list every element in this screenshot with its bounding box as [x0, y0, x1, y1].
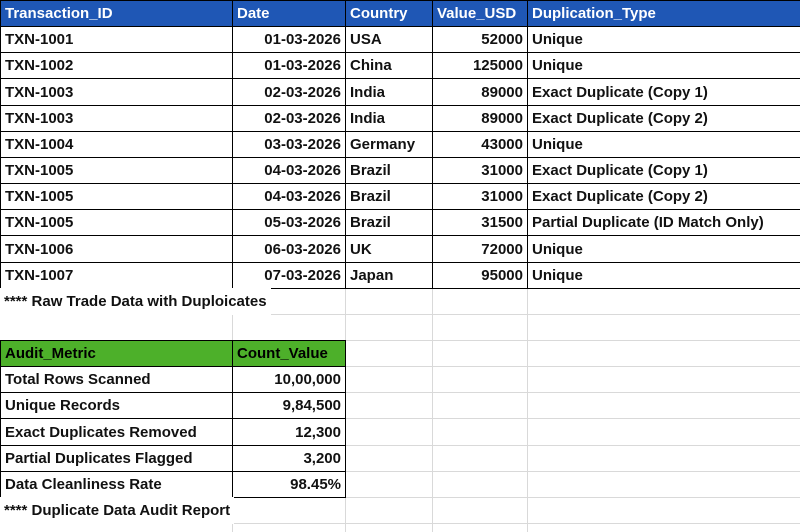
- table-cell: Germany: [345, 131, 433, 158]
- table-cell: 01-03-2026: [232, 26, 346, 53]
- table-cell: 07-03-2026: [232, 262, 346, 289]
- grid-line: [0, 314, 800, 315]
- header-cell: Duplication_Type: [527, 0, 800, 27]
- table-cell: 31000: [432, 157, 528, 184]
- table-cell: Exact Duplicates Removed: [0, 418, 233, 446]
- table-cell: Unique: [527, 131, 800, 158]
- table-cell: 12,300: [232, 418, 346, 446]
- table-cell: TXN-1006: [0, 235, 233, 263]
- table-cell: 02-03-2026: [232, 105, 346, 132]
- table-cell: 3,200: [232, 445, 346, 472]
- table-cell: 89000: [432, 105, 528, 132]
- table-cell: 43000: [432, 131, 528, 158]
- table-cell: TXN-1005: [0, 157, 233, 184]
- note: **** Duplicate Data Audit Report: [0, 497, 235, 524]
- table-cell: Exact Duplicate (Copy 1): [527, 78, 800, 106]
- table-cell: Unique: [527, 26, 800, 53]
- table-cell: Total Rows Scanned: [0, 366, 233, 393]
- table-cell: TXN-1005: [0, 209, 233, 236]
- table-cell: 98.45%: [232, 471, 346, 498]
- header-cell: Count_Value: [232, 340, 346, 367]
- table-cell: TXN-1003: [0, 78, 233, 106]
- table-cell: Partial Duplicates Flagged: [0, 445, 233, 472]
- note: **** Raw Trade Data with Duploicates: [0, 288, 271, 315]
- table-cell: Brazil: [345, 157, 433, 184]
- table-cell: 03-03-2026: [232, 131, 346, 158]
- table-cell: Unique: [527, 52, 800, 79]
- header-cell: Audit_Metric: [0, 340, 233, 367]
- table-cell: 72000: [432, 235, 528, 263]
- table-cell: Brazil: [345, 183, 433, 210]
- table-cell: China: [345, 52, 433, 79]
- table-cell: Japan: [345, 262, 433, 289]
- grid-line: [0, 340, 800, 341]
- table-cell: 31000: [432, 183, 528, 210]
- grid-line: [0, 445, 800, 446]
- table-cell: TXN-1001: [0, 26, 233, 53]
- table-cell: 89000: [432, 78, 528, 106]
- grid-line: [0, 471, 800, 472]
- table-cell: Unique: [527, 262, 800, 289]
- table-cell: Exact Duplicate (Copy 2): [527, 183, 800, 210]
- table-cell: India: [345, 105, 433, 132]
- table-cell: 01-03-2026: [232, 52, 346, 79]
- table-cell: 04-03-2026: [232, 183, 346, 210]
- header-cell: Transaction_ID: [0, 0, 233, 27]
- header-cell: Country: [345, 0, 433, 27]
- table-cell: Unique Records: [0, 392, 233, 419]
- table-cell: 10,00,000: [232, 366, 346, 393]
- table-cell: 05-03-2026: [232, 209, 346, 236]
- table-cell: TXN-1007: [0, 262, 233, 289]
- table-cell: USA: [345, 26, 433, 53]
- table-cell: 125000: [432, 52, 528, 79]
- header-cell: Value_USD: [432, 0, 528, 27]
- table-cell: 04-03-2026: [232, 157, 346, 184]
- table-cell: Exact Duplicate (Copy 1): [527, 157, 800, 184]
- table-cell: TXN-1003: [0, 105, 233, 132]
- table-cell: Brazil: [345, 209, 433, 236]
- table-cell: TXN-1004: [0, 131, 233, 158]
- grid-line: [0, 366, 800, 367]
- grid-line: [0, 497, 800, 498]
- table-cell: 9,84,500: [232, 392, 346, 419]
- grid-line: [0, 392, 800, 393]
- table-cell: Exact Duplicate (Copy 2): [527, 105, 800, 132]
- table-cell: 52000: [432, 26, 528, 53]
- table-cell: Data Cleanliness Rate: [0, 471, 233, 498]
- grid-line: [0, 523, 800, 524]
- table-cell: 31500: [432, 209, 528, 236]
- table-cell: UK: [345, 235, 433, 263]
- table-cell: Unique: [527, 235, 800, 263]
- table-cell: TXN-1002: [0, 52, 233, 79]
- table-cell: 02-03-2026: [232, 78, 346, 106]
- header-cell: Date: [232, 0, 346, 27]
- table-cell: 06-03-2026: [232, 235, 346, 263]
- table-cell: 95000: [432, 262, 528, 289]
- grid-line: [0, 418, 800, 419]
- table-cell: TXN-1005: [0, 183, 233, 210]
- table-cell: India: [345, 78, 433, 106]
- table-cell: Partial Duplicate (ID Match Only): [527, 209, 800, 236]
